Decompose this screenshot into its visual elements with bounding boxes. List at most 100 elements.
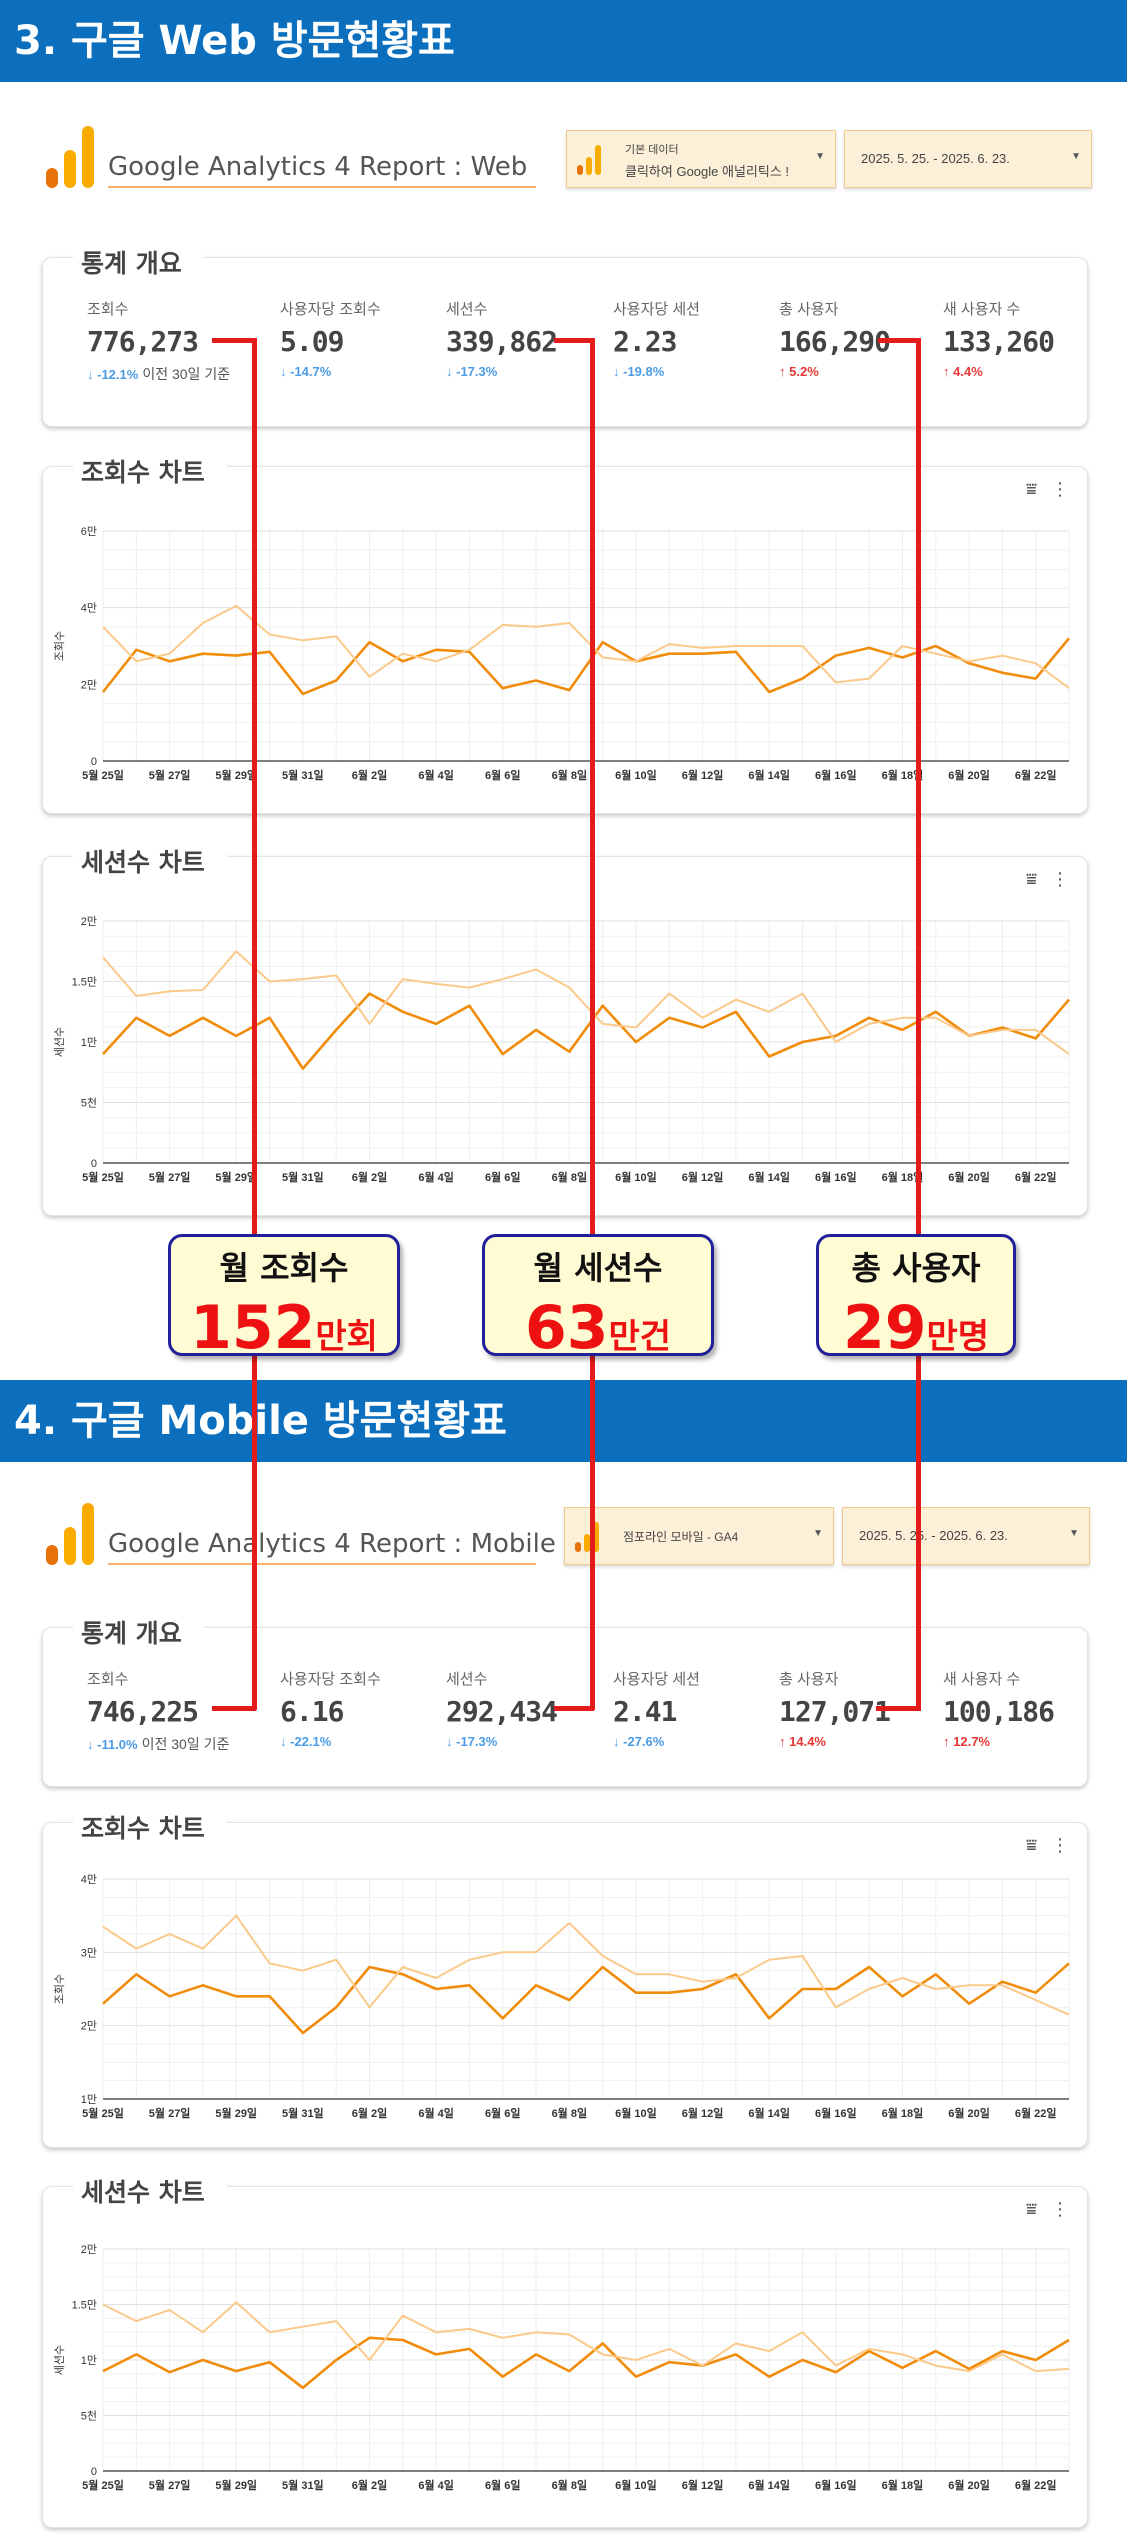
caret-down-icon: ▼	[815, 151, 825, 162]
metric-change: ↓ -14.7%	[280, 364, 450, 379]
arrow-up-icon: ↑	[943, 1734, 950, 1749]
x-tick-label: 6월 14일	[748, 1170, 790, 1184]
x-tick-label: 6월 16일	[815, 2478, 857, 2492]
metric-block: 조회수 746,225 ↓ -11.0% 이전 30일 기준	[87, 1668, 257, 1754]
x-tick-label: 5월 25일	[82, 2106, 124, 2120]
analytics-logo-icon	[46, 1503, 102, 1565]
filter-icon[interactable]: ⩸	[1026, 869, 1037, 889]
x-tick-label: 5월 31일	[282, 2106, 324, 2120]
change-value: -19.8%	[623, 364, 665, 379]
metric-block: 새 사용자 수 100,186 ↑ 12.7%	[943, 1668, 1113, 1749]
x-tick-label: 6월 8일	[552, 2106, 588, 2120]
data-source-dropdown[interactable]: 점포라인 모바일 - GA4 ▼	[564, 1507, 834, 1565]
y-tick-label: 1만	[81, 2093, 97, 2106]
filter-icon[interactable]: ⩸	[1026, 1835, 1037, 1855]
x-tick-label: 6월 14일	[748, 768, 790, 782]
comparison-text: 이전 30일 기준	[141, 1736, 230, 1752]
metric-label: 사용자당 세션	[613, 301, 700, 318]
x-tick-label: 6월 2일	[352, 2106, 388, 2120]
x-tick-label: 6월 4일	[418, 1170, 454, 1184]
series-line-previous	[102, 604, 1070, 690]
overview-title: 통계 개요	[73, 1614, 204, 1650]
x-tick-label: 6월 22일	[1015, 2478, 1057, 2492]
caret-down-icon: ▼	[813, 1528, 823, 1539]
more-vert-icon[interactable]: ⋮	[1051, 1835, 1069, 1855]
dropdown-text: 점포라인 모바일 - GA4	[623, 1530, 739, 1544]
more-vert-icon[interactable]: ⋮	[1051, 869, 1069, 889]
x-tick-label: 6월 2일	[352, 2478, 388, 2492]
mobile-sessions-chart-card: 세션수 차트 ⩸ ⋮ 0 5천 1만 1.5만 2만 세션수 5월 25일 5월 27일 5월 2…	[42, 2173, 1088, 2528]
arrow-down-icon: ↓	[280, 1734, 287, 1749]
date-range-picker[interactable]: 2025. 5. 25. - 2025. 6. 23. ▼	[844, 130, 1092, 188]
change-value: -22.1%	[290, 1734, 332, 1749]
y-tick-label: 1.5만	[72, 2299, 97, 2312]
metric-label: 조회수	[87, 301, 129, 318]
x-tick-label: 6월 18일	[882, 2106, 924, 2120]
x-tick-label: 5월 27일	[149, 2478, 191, 2492]
x-tick-label: 6월 12일	[682, 1170, 724, 1184]
annotation-line	[554, 338, 594, 343]
x-tick-label: 6월 22일	[1015, 1170, 1057, 1184]
report-title: Google Analytics 4 Report : Mobile	[108, 1529, 556, 1565]
metric-value: 6.16	[280, 1695, 344, 1728]
x-tick-label: 5월 27일	[149, 1170, 191, 1184]
x-tick-label: 6월 8일	[552, 768, 588, 782]
metric-label: 조회수	[87, 1671, 129, 1688]
metric-block: 총 사용자 127,071 ↑ 14.4%	[779, 1668, 949, 1749]
metric-value: 2.23	[613, 325, 677, 358]
section-mobile-banner: 4. 구글 Mobile 방문현황표	[0, 1380, 1127, 1462]
arrow-down-icon: ↓	[446, 1734, 453, 1749]
mobile-report-header: Google Analytics 4 Report : Mobile 점포라인 …	[40, 1497, 1100, 1577]
filter-icon[interactable]: ⩸	[1026, 479, 1037, 499]
y-tick-label: 6만	[81, 525, 97, 538]
metric-change: ↓ -27.6%	[613, 1734, 783, 1749]
metric-label: 새 사용자 수	[943, 1671, 1021, 1688]
metric-label: 새 사용자 수	[943, 301, 1021, 318]
metric-value: 127,071	[779, 1695, 891, 1728]
x-tick-label: 6월 6일	[485, 768, 521, 782]
change-value: -14.7%	[290, 364, 332, 379]
x-tick-label: 5월 29일	[215, 2478, 257, 2492]
x-tick-label: 6월 20일	[948, 768, 990, 782]
x-tick-label: 6월 22일	[1015, 2106, 1057, 2120]
date-range-picker[interactable]: 2025. 5. 25. - 2025. 6. 23. ▼	[842, 1507, 1090, 1565]
arrow-down-icon: ↓	[280, 364, 287, 379]
chart-title: 조회수 차트	[73, 453, 227, 489]
caret-down-icon: ▼	[1069, 1528, 1079, 1539]
x-tick-label: 6월 14일	[748, 2478, 790, 2492]
metric-label: 사용자당 세션	[613, 1671, 700, 1688]
chart-title: 세션수 차트	[73, 843, 227, 879]
arrow-up-icon: ↑	[943, 364, 950, 379]
callout-number: 29	[842, 1293, 927, 1363]
annotation-line	[876, 1706, 921, 1711]
data-source-dropdown[interactable]: 기본 데이터 클릭하여 Google 애널리틱스 ! ▼	[566, 130, 836, 188]
change-value: -27.6%	[623, 1734, 665, 1749]
x-tick-label: 5월 31일	[282, 1170, 324, 1184]
filter-icon[interactable]: ⩸	[1026, 2199, 1037, 2219]
metric-label: 사용자당 조회수	[280, 301, 381, 318]
annotation-line	[590, 338, 595, 1710]
metric-block: 사용자당 세션 2.41 ↓ -27.6%	[613, 1668, 783, 1749]
x-tick-label: 5월 25일	[82, 1170, 124, 1184]
x-tick-label: 5월 25일	[82, 2478, 124, 2492]
x-tick-label: 5월 29일	[215, 2106, 257, 2120]
callout-title: 총 사용자	[851, 1249, 981, 1287]
more-vert-icon[interactable]: ⋮	[1051, 2199, 1069, 2219]
x-tick-label: 6월 4일	[418, 2478, 454, 2492]
metric-change: ↑ 12.7%	[943, 1734, 1113, 1749]
annotation-line	[252, 338, 257, 1710]
y-tick-label: 5천	[81, 1096, 97, 1110]
metric-change: ↑ 4.4%	[943, 364, 1113, 379]
metric-label: 총 사용자	[779, 1671, 839, 1688]
callout-unit: 만건	[608, 1317, 672, 1357]
x-tick-label: 6월 10일	[615, 2478, 657, 2492]
callout-number: 152	[190, 1293, 316, 1363]
series-line-current	[102, 1962, 1070, 2035]
more-vert-icon[interactable]: ⋮	[1051, 479, 1069, 499]
metric-value: 5.09	[280, 325, 344, 358]
metric-change: ↓ -11.0% 이전 30일 기준	[87, 1734, 257, 1754]
callout-monthly-views: 월 조회수 152만회	[168, 1234, 400, 1363]
comparison-text: 이전 30일 기준	[142, 366, 231, 382]
y-tick-label: 1.5만	[72, 976, 97, 989]
